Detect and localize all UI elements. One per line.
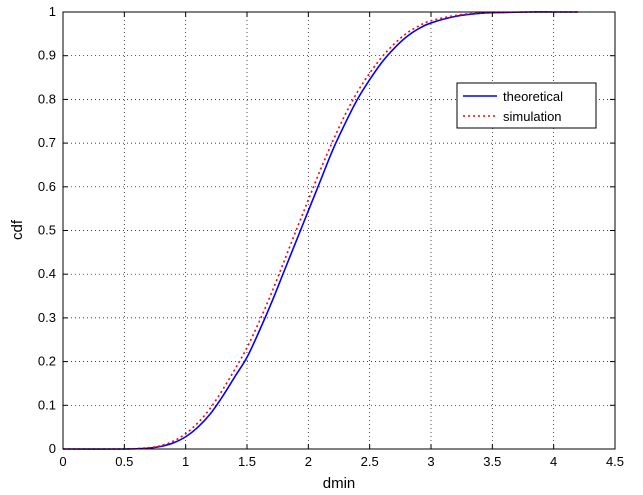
y-tick-label: 0.8 xyxy=(38,91,56,106)
x-tick-label: 3.5 xyxy=(483,454,501,469)
series-line-simulation xyxy=(62,11,579,450)
y-tick-label: 0.7 xyxy=(38,135,56,150)
legend: theoretical simulation xyxy=(456,82,597,129)
x-tick-label: 2.5 xyxy=(361,454,379,469)
plot-area xyxy=(62,11,579,450)
y-tick-label: 0.2 xyxy=(38,354,56,369)
y-tick-label: 0.9 xyxy=(38,48,56,63)
x-tick-label: 4 xyxy=(550,454,557,469)
x-tick-label: 3 xyxy=(427,454,434,469)
y-tick-label: 0.5 xyxy=(38,223,56,238)
x-tick-label: 1.5 xyxy=(238,454,256,469)
legend-box xyxy=(456,82,597,129)
x-tick-label: 2 xyxy=(305,454,312,469)
y-tick-label: 0.4 xyxy=(38,266,56,281)
y-axis-label: cdf xyxy=(9,219,26,240)
y-tick-label: 0.1 xyxy=(38,397,56,412)
series-line-theoretical xyxy=(62,11,579,450)
grid-lines xyxy=(63,12,615,449)
x-tick-label: 4.5 xyxy=(606,454,624,469)
legend-label-simulation: simulation xyxy=(503,109,562,124)
x-tick-label: 1 xyxy=(182,454,189,469)
legend-label-theoretical: theoretical xyxy=(503,89,563,104)
axis-ticks: 0 0.5 1 1.5 2 2.5 3 3.5 4 4.5 0 0.1 0.2 0.3 0.4 0.5 0.6 0… xyxy=(38,4,624,469)
y-tick-label: 0.6 xyxy=(38,179,56,194)
y-tick-label: 0 xyxy=(49,441,56,456)
x-tick-label: 0 xyxy=(59,454,66,469)
x-tick-label: 0.5 xyxy=(115,454,133,469)
x-axis-label: dmin xyxy=(323,475,356,492)
y-tick-label: 1 xyxy=(49,4,56,19)
y-tick-label: 0.3 xyxy=(38,310,56,325)
